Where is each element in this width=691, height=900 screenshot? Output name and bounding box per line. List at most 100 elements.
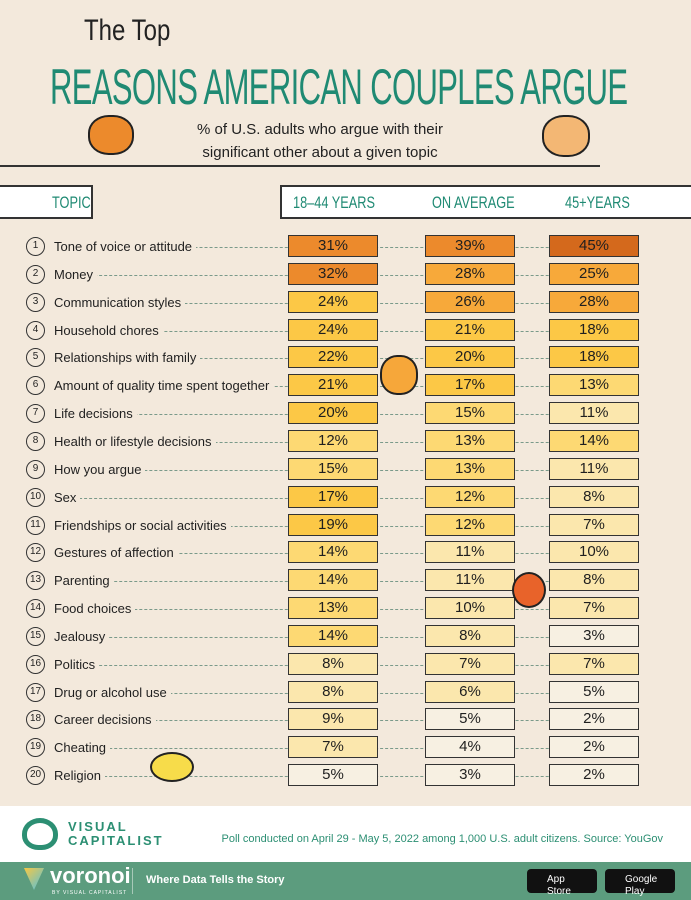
yellow-mascot-icon	[150, 752, 194, 782]
table-row: 2 Money 32% 28% 25%	[0, 262, 691, 287]
value-cell: 8%	[549, 485, 639, 508]
topic-header-box	[0, 185, 93, 219]
value-cell: 14%	[549, 429, 639, 452]
brand-name: VISUAL CAPITALIST	[68, 819, 164, 848]
topic-label: Sex	[54, 489, 81, 506]
rank-badge: 12	[26, 543, 45, 563]
value-cell: 11%	[425, 569, 515, 592]
topic-label: Politics	[54, 656, 100, 673]
value-cell: 19%	[288, 513, 378, 536]
value-cell: 8%	[549, 569, 639, 592]
topic-label: Cheating	[54, 740, 111, 757]
value-cell: 5%	[288, 764, 378, 787]
value-cell: 12%	[288, 429, 378, 452]
value-cell: 20%	[425, 346, 515, 369]
value-cell: 22%	[288, 346, 378, 369]
value-cell: 10%	[425, 597, 515, 620]
col-header-18-44: 18–44 YEARS	[293, 193, 375, 212]
table-row: 8 Health or lifestyle decisions 12% 13% 14%	[0, 429, 691, 454]
value-cell: 31%	[288, 235, 378, 257]
value-cell: 20%	[288, 402, 378, 425]
topic-label: Relationships with family	[54, 350, 201, 367]
value-cell: 8%	[288, 680, 378, 703]
value-cell: 24%	[288, 290, 378, 313]
value-cell: 11%	[549, 457, 639, 480]
value-cell: 21%	[425, 318, 515, 341]
topic-header: TOPIC	[52, 193, 91, 212]
value-cell: 7%	[549, 513, 639, 536]
table-row: 10 Sex 17% 12% 8%	[0, 485, 691, 510]
value-cell: 5%	[549, 680, 639, 703]
table-row: 13 Parenting 14% 11% 8%	[0, 569, 691, 593]
value-cell: 14%	[288, 569, 378, 592]
source-note: Poll conducted on April 29 - May 5, 2022…	[221, 833, 664, 845]
topic-label: Health or lifestyle decisions	[54, 433, 216, 450]
value-cell: 7%	[549, 597, 639, 620]
value-cell: 8%	[425, 624, 515, 647]
table-row: 11 Friendships or social activities 19% 12%…	[0, 513, 691, 538]
value-cell: 14%	[288, 541, 378, 564]
table-row: 5 Relationships with family 22% 20% 18%	[0, 346, 691, 370]
value-cell: 10%	[549, 541, 639, 564]
rank-badge: 13	[26, 571, 45, 591]
value-cell: 2%	[549, 764, 639, 787]
value-cell: 15%	[425, 402, 515, 425]
value-cell: 45%	[549, 235, 639, 257]
columns-header-box	[280, 185, 691, 219]
rank-badge: 11	[26, 515, 45, 535]
value-cell: 12%	[425, 513, 515, 536]
topic-label: Gestures of affection	[54, 545, 178, 562]
col-header-45plus: 45+YEARS	[565, 193, 630, 212]
topic-label: Life decisions	[54, 406, 137, 423]
value-cell: 2%	[549, 736, 639, 759]
rank-badge: 6	[26, 376, 45, 396]
topic-label: Communication styles	[54, 294, 186, 311]
angry-red-mascot-icon	[512, 572, 546, 608]
value-cell: 14%	[288, 624, 378, 647]
rank-badge: 16	[26, 654, 45, 674]
value-cell: 11%	[549, 402, 639, 425]
value-cell: 5%	[425, 708, 515, 731]
footer	[0, 806, 691, 862]
rank-badge: 3	[26, 292, 45, 312]
value-cell: 6%	[425, 680, 515, 703]
topic-label: Parenting	[54, 573, 114, 590]
subtitle: % of U.S. adults who argue with their si…	[197, 121, 443, 161]
rank-badge: 9	[26, 459, 45, 479]
topic-label: How you argue	[54, 461, 146, 478]
rank-badge: 18	[26, 710, 45, 730]
value-cell: 7%	[425, 652, 515, 675]
topic-label: Friendships or social activities	[54, 517, 231, 534]
tagline: Where Data Tells the Story	[146, 874, 285, 886]
value-cell: 9%	[288, 708, 378, 731]
page-title: REASONS AMERICAN COUPLES ARGUE	[50, 59, 628, 115]
table-row: 14 Food choices 13% 10% 7%	[0, 597, 691, 621]
google-play-button[interactable]: Google Play	[605, 869, 675, 897]
value-cell: 18%	[549, 346, 639, 369]
rank-badge: 14	[26, 599, 45, 619]
value-cell: 2%	[549, 708, 639, 731]
rank-badge: 2	[26, 264, 45, 284]
value-cell: 15%	[288, 457, 378, 480]
topic-label: Drug or alcohol use	[54, 684, 171, 701]
rank-badge: 5	[26, 348, 45, 368]
app-store-button[interactable]: App Store	[527, 869, 597, 897]
table-row: 12 Gestures of affection 14% 11% 10%	[0, 541, 691, 565]
topic-label: Food choices	[54, 601, 136, 618]
value-cell: 28%	[549, 290, 639, 313]
topic-label: Jealousy	[54, 628, 110, 645]
table-row: 6 Amount of quality time spent together 21…	[0, 374, 691, 398]
title-top: The Top	[84, 14, 171, 47]
table-row: 17 Drug or alcohol use 8% 6% 5%	[0, 680, 691, 705]
value-cell: 3%	[549, 624, 639, 647]
value-cell: 26%	[425, 290, 515, 313]
value-cell: 39%	[425, 235, 515, 257]
voronoi-name[interactable]: voronoi	[50, 863, 131, 888]
app-store-label: App Store	[547, 874, 571, 897]
table-row: 19 Cheating 7% 4% 2%	[0, 736, 691, 760]
rank-badge: 4	[26, 320, 45, 340]
rank-badge: 10	[26, 487, 45, 507]
value-cell: 17%	[288, 485, 378, 508]
angry-orange-mascot-icon	[88, 115, 134, 155]
value-cell: 28%	[425, 262, 515, 285]
